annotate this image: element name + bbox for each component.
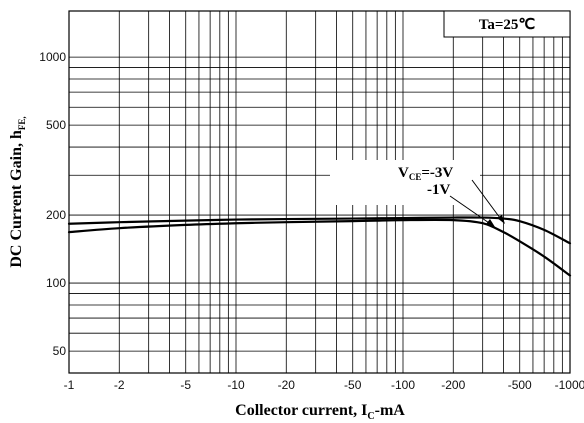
y-axis-title: DC Current Gain, hFE,	[8, 116, 27, 267]
x-tick-label: -20	[278, 378, 296, 392]
condition-box: Ta=25℃	[443, 10, 571, 38]
leader-line-1v	[449, 195, 493, 226]
series-line-vce-1v	[67, 218, 572, 277]
y-tick-label: 1000	[39, 50, 66, 64]
plot-frame	[68, 10, 571, 374]
y-axis-title-sub: FE,	[17, 116, 27, 130]
series-line-vce-3v	[67, 216, 572, 245]
annotation-3v: =-3V	[421, 165, 453, 181]
annotation-v: V	[398, 165, 409, 181]
x-tick-label: -1000	[555, 378, 584, 392]
leader-arrow-3v	[497, 215, 505, 224]
x-tick-label: -2	[114, 378, 125, 392]
x-axis-title-unit: -mA	[375, 402, 406, 419]
x-axis-title: Collector current, IC-mA	[235, 402, 405, 422]
y-tick-label: 50	[53, 344, 67, 358]
x-tick-label: -200	[441, 378, 465, 392]
y-tick-label: 500	[46, 118, 66, 132]
annotation-1v: -1V	[427, 182, 450, 198]
annotation-ce-sub: CE	[409, 172, 422, 182]
x-axis-title-sub: C	[367, 411, 374, 422]
x-axis-title-main: Collector current, I	[235, 402, 367, 419]
x-tick-label: -10	[227, 378, 245, 392]
x-tick-label: -100	[391, 378, 415, 392]
y-tick-label: 200	[46, 208, 66, 222]
x-tick-label: -5	[180, 378, 191, 392]
x-tick-label: -50	[344, 378, 362, 392]
annotation-background	[330, 160, 480, 205]
leader-arrow-1v	[486, 219, 495, 227]
y-tick-labels: 50 100 200 500 1000	[39, 50, 66, 358]
leader-line-3v	[471, 179, 504, 223]
y-tick-label: 100	[46, 276, 66, 290]
annotation-vce-3v: VCE=-3V	[398, 165, 453, 182]
y-axis-title-main: DC Current Gain, h	[8, 130, 25, 268]
condition-label: Ta=25℃	[479, 17, 536, 33]
x-tick-label: -500	[508, 378, 532, 392]
grid	[69, 11, 570, 373]
x-tick-label: -1	[64, 378, 75, 392]
x-tick-labels: -1 -2 -5 -10 -20 -50 -100 -200 -500 -1000	[64, 378, 584, 392]
series-layer	[67, 216, 572, 277]
